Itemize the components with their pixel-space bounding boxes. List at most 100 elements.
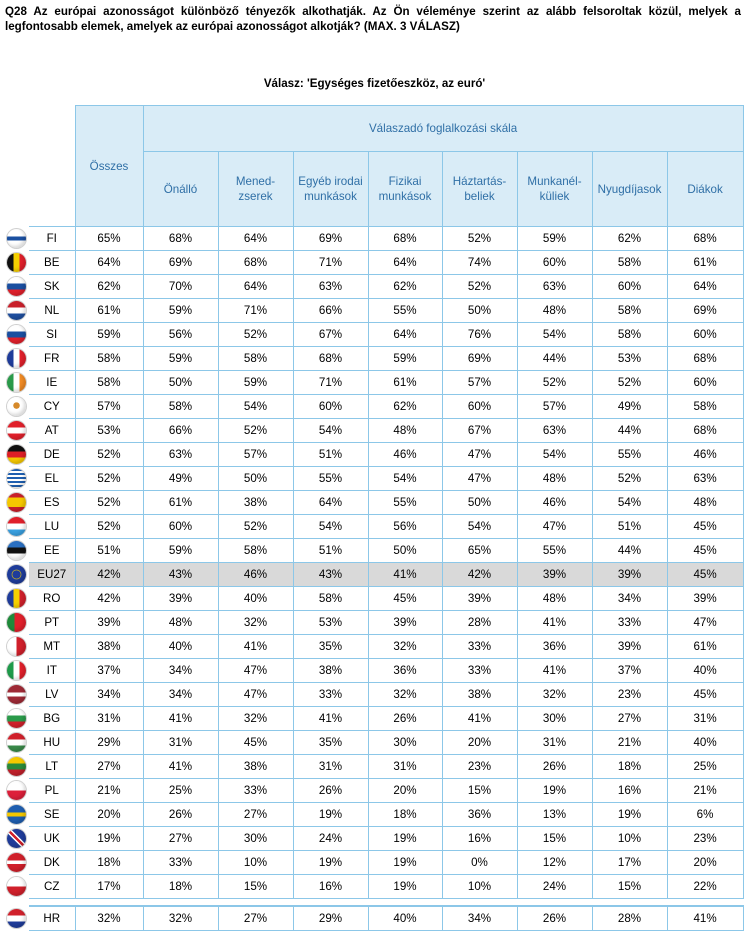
- poland-flag-icon: [6, 781, 26, 800]
- total-value: 59%: [74, 322, 144, 347]
- cell-value: 15%: [591, 874, 668, 899]
- cell-value: 55%: [516, 538, 593, 563]
- country-code: AT: [29, 418, 76, 443]
- france-flag-icon: [6, 349, 26, 368]
- country-code: LU: [29, 514, 76, 539]
- cell-value: 12%: [516, 850, 593, 875]
- croatia-flag-icon: [6, 908, 26, 928]
- cell-value: 24%: [516, 874, 593, 899]
- cell-value: 15%: [441, 778, 518, 803]
- cell-value: 49%: [591, 394, 668, 419]
- cell-value: 62%: [367, 274, 443, 299]
- cell-value: 15%: [516, 826, 593, 851]
- cell-value: 21%: [666, 778, 744, 803]
- cell-value: 39%: [666, 586, 744, 611]
- cell-value: 19%: [367, 850, 443, 875]
- ireland-flag-icon: [6, 373, 26, 392]
- cell-value: 71%: [292, 250, 369, 275]
- country-code: SE: [29, 802, 76, 827]
- cell-value: 20%: [441, 730, 518, 755]
- cell-value: 19%: [367, 826, 443, 851]
- cell-value: 64%: [217, 274, 294, 299]
- total-value: 62%: [74, 274, 144, 299]
- country-code: NL: [29, 298, 76, 323]
- cell-value: 13%: [516, 802, 593, 827]
- table-row: LU 52% 60% 52% 54% 56% 54% 47% 51% 45%: [3, 514, 744, 539]
- cell-value: 47%: [217, 682, 294, 707]
- eu-flag-icon: [6, 565, 26, 584]
- cell-value: 33%: [591, 610, 668, 635]
- country-code: BE: [29, 250, 76, 275]
- cell-value: 40%: [367, 905, 443, 931]
- cell-value: 25%: [666, 754, 744, 779]
- cell-value: 23%: [666, 826, 744, 851]
- cell-value: 40%: [217, 586, 294, 611]
- cell-value: 63%: [516, 274, 593, 299]
- austria-flag-icon: [6, 421, 26, 440]
- table-row: IE 58% 50% 59% 71% 61% 57% 52% 52% 60%: [3, 370, 744, 395]
- table-row: DK 18% 33% 10% 19% 19% 0% 12% 17% 20%: [3, 850, 744, 875]
- cell-value: 26%: [142, 802, 219, 827]
- cell-value: 18%: [367, 802, 443, 827]
- cell-value: 29%: [292, 905, 369, 931]
- country-code: DK: [29, 850, 76, 875]
- cell-value: 34%: [591, 586, 668, 611]
- cell-value: 39%: [142, 586, 219, 611]
- table-row: MT 38% 40% 41% 35% 32% 33% 36% 39% 61%: [3, 634, 744, 659]
- cell-value: 20%: [367, 778, 443, 803]
- hungary-flag-icon: [6, 733, 26, 752]
- total-value: 18%: [74, 850, 144, 875]
- cell-value: 56%: [142, 322, 219, 347]
- czech-flag-icon: [6, 877, 26, 896]
- total-value: 17%: [74, 874, 144, 899]
- country-code: BG: [29, 706, 76, 731]
- cell-value: 58%: [591, 250, 668, 275]
- country-code: LT: [29, 754, 76, 779]
- netherlands-flag-icon: [6, 301, 26, 320]
- cell-value: 52%: [217, 514, 294, 539]
- country-code: PT: [29, 610, 76, 635]
- cell-value: 19%: [516, 778, 593, 803]
- cell-value: 68%: [666, 418, 744, 443]
- column-header: Diákok: [666, 151, 744, 227]
- cell-value: 36%: [367, 658, 443, 683]
- cell-value: 38%: [217, 490, 294, 515]
- cell-value: 52%: [217, 322, 294, 347]
- cell-value: 63%: [516, 418, 593, 443]
- cell-value: 48%: [516, 298, 593, 323]
- column-header: Mened-zserek: [217, 151, 294, 227]
- cell-value: 51%: [292, 538, 369, 563]
- cell-value: 65%: [441, 538, 518, 563]
- cell-value: 57%: [217, 442, 294, 467]
- malta-flag-icon: [6, 637, 26, 656]
- cell-value: 63%: [666, 466, 744, 491]
- table-row: FI 65% 68% 64% 69% 68% 52% 59% 62% 68%: [3, 226, 744, 251]
- table-row: CY 57% 58% 54% 60% 62% 60% 57% 49% 58%: [3, 394, 744, 419]
- slovenia-flag-icon: [6, 325, 26, 344]
- italy-flag-icon: [6, 661, 26, 680]
- country-code: PL: [29, 778, 76, 803]
- cell-value: 16%: [591, 778, 668, 803]
- cell-value: 30%: [367, 730, 443, 755]
- cell-value: 19%: [292, 850, 369, 875]
- cell-value: 16%: [441, 826, 518, 851]
- cell-value: 33%: [441, 634, 518, 659]
- cell-value: 69%: [441, 346, 518, 371]
- total-value: 19%: [74, 826, 144, 851]
- cell-value: 57%: [516, 394, 593, 419]
- total-value: 64%: [74, 250, 144, 275]
- cell-value: 27%: [217, 905, 294, 931]
- total-value: 38%: [74, 634, 144, 659]
- cell-value: 53%: [292, 610, 369, 635]
- cell-value: 60%: [516, 250, 593, 275]
- table-row: SK 62% 70% 64% 63% 62% 52% 63% 60% 64%: [3, 274, 744, 299]
- cell-value: 31%: [142, 730, 219, 755]
- cell-value: 28%: [591, 905, 668, 931]
- cell-value: 19%: [292, 802, 369, 827]
- country-code: IE: [29, 370, 76, 395]
- country-code: CY: [29, 394, 76, 419]
- cell-value: 59%: [142, 538, 219, 563]
- country-code: EU27: [29, 562, 76, 587]
- cell-value: 41%: [142, 754, 219, 779]
- table-row: SI 59% 56% 52% 67% 64% 76% 54% 58% 60%: [3, 322, 744, 347]
